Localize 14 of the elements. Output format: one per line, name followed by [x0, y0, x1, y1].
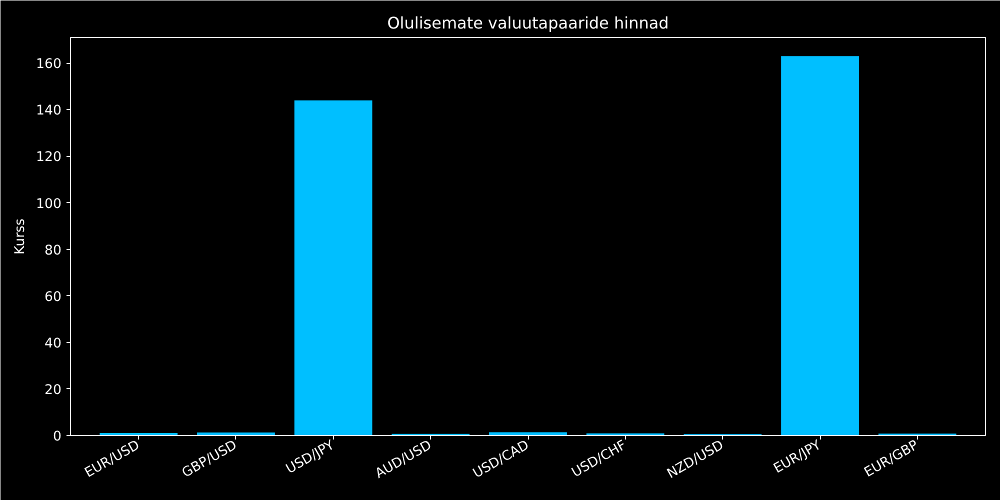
bar	[294, 100, 372, 436]
y-axis-title: Kurss	[13, 218, 28, 254]
y-tick-label: 80	[44, 243, 62, 258]
y-tick-label: 140	[36, 104, 62, 119]
y-tick-label: 60	[44, 290, 62, 305]
chart-title: Olulisemate valuutapaaride hinnad	[387, 14, 669, 32]
bar	[781, 56, 859, 436]
y-tick-label: 160	[36, 57, 62, 72]
y-tick-label: 20	[44, 382, 62, 398]
y-tick-label: 120	[36, 150, 62, 166]
y-tick-label: 0	[53, 430, 62, 444]
bar	[489, 432, 567, 436]
y-tick-label: 40	[44, 336, 62, 352]
y-tick-label: 100	[36, 196, 62, 212]
